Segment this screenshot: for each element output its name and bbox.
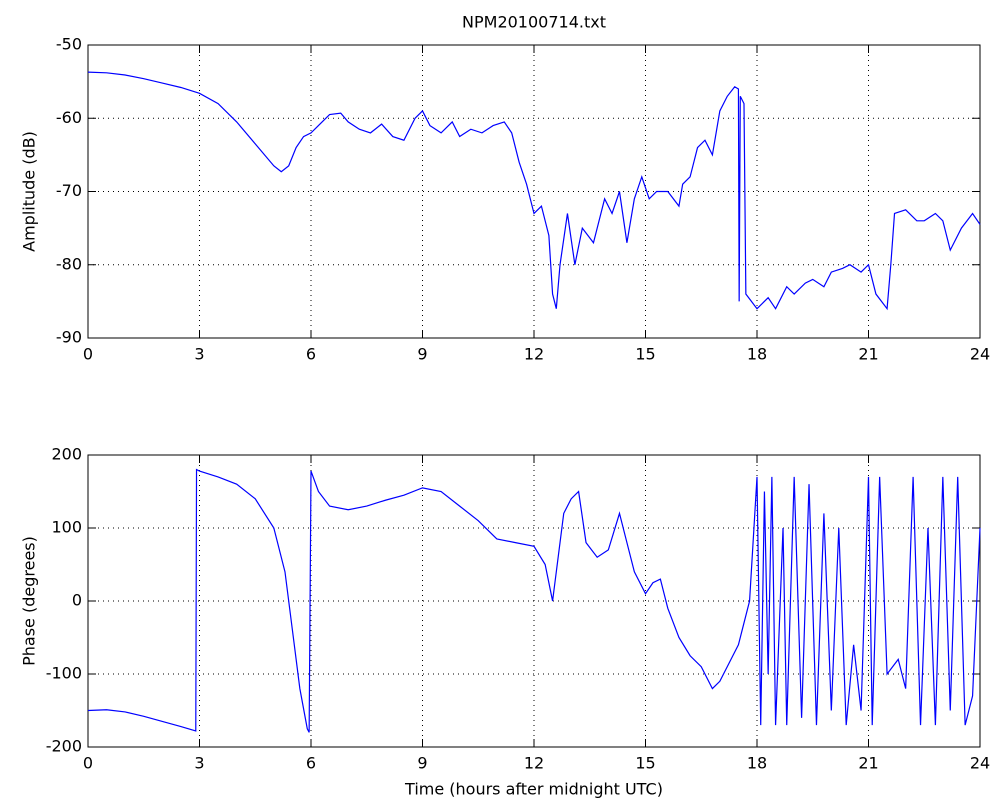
x-tick-label: 12 xyxy=(524,345,544,364)
x-tick-label: 12 xyxy=(524,754,544,773)
x-tick-label: 24 xyxy=(970,345,990,364)
data-line xyxy=(87,71,981,311)
x-tick-label: 9 xyxy=(417,345,427,364)
axes-frame xyxy=(87,454,981,748)
x-tick-label: 3 xyxy=(194,345,204,364)
y-axis-label: Phase (degrees) xyxy=(20,536,39,666)
x-tick-label: 9 xyxy=(417,754,427,773)
y-tick-label: -200 xyxy=(46,737,82,756)
y-tick-label: -80 xyxy=(56,254,82,273)
x-tick-label: 0 xyxy=(83,754,93,773)
x-tick-label: 6 xyxy=(306,754,316,773)
y-tick-label: -70 xyxy=(56,181,82,200)
y-tick-label: -90 xyxy=(56,328,82,347)
x-tick-label: 0 xyxy=(83,345,93,364)
x-tick-label: 21 xyxy=(858,754,878,773)
y-tick-label: 200 xyxy=(51,445,82,464)
y-axis-label: Amplitude (dB) xyxy=(20,131,39,252)
x-tick-label: 21 xyxy=(858,345,878,364)
x-tick-label: 18 xyxy=(747,345,767,364)
x-axis-label: Time (hours after midnight UTC) xyxy=(404,780,663,799)
x-tick-label: 18 xyxy=(747,754,767,773)
data-line xyxy=(87,468,981,733)
x-tick-label: 24 xyxy=(970,754,990,773)
x-tick-label: 15 xyxy=(635,345,655,364)
axes-frame xyxy=(87,44,981,339)
y-tick-label: -100 xyxy=(46,664,82,683)
y-tick-label: -60 xyxy=(56,108,82,127)
y-tick-label: -50 xyxy=(56,35,82,54)
chart-title: NPM20100714.txt xyxy=(462,13,606,32)
x-tick-label: 6 xyxy=(306,345,316,364)
x-tick-label: 15 xyxy=(635,754,655,773)
y-tick-label: 0 xyxy=(72,591,82,610)
y-tick-label: 100 xyxy=(51,518,82,537)
x-tick-label: 3 xyxy=(194,754,204,773)
